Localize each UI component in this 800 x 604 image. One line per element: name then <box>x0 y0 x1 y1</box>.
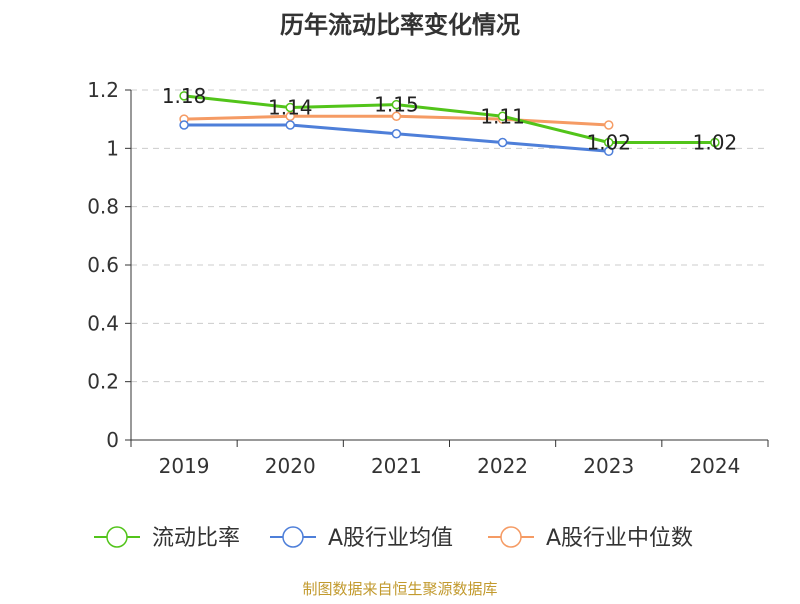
legend-item-0[interactable]: 流动比率 <box>94 526 240 551</box>
data-labels: 1.18 1.14 1.15 1.11 1.02 1.02 <box>162 84 737 155</box>
data-label: 1.18 <box>162 84 207 108</box>
y-tick-label: 0 <box>106 428 119 452</box>
data-label: 1.14 <box>268 96 313 120</box>
data-label: 1.02 <box>693 131 738 155</box>
legend-label: 流动比率 <box>152 526 240 551</box>
data-point[interactable] <box>391 129 402 139</box>
grid-lines <box>131 89 768 383</box>
legend-item-1[interactable]: A股行业均值 <box>270 526 453 551</box>
data-label: 1.02 <box>586 131 631 155</box>
data-label: 1.11 <box>480 104 525 128</box>
legend-marker <box>500 526 522 548</box>
data-point[interactable] <box>497 111 508 121</box>
data-point[interactable] <box>285 120 295 130</box>
data-label: 1.15 <box>374 93 419 117</box>
data-point[interactable] <box>604 137 614 148</box>
data-point[interactable] <box>710 137 720 148</box>
legend-marker <box>106 526 128 548</box>
y-tick-label: 0.6 <box>87 253 119 277</box>
x-tick-label: 2023 <box>583 454 634 478</box>
source-note: 制图数据来自恒生聚源数据库 <box>302 580 497 598</box>
y-tick-label: 0.2 <box>87 370 119 394</box>
y-tick-label: 0.8 <box>87 195 119 219</box>
data-point[interactable] <box>391 111 402 121</box>
axes: 0 0.2 0.4 0.6 0.8 1 1.2 2019 2020 2021 2022 2023 202… <box>87 78 769 478</box>
series-line-0 <box>183 94 715 144</box>
y-tick-label: 0.4 <box>87 311 119 335</box>
x-tick-label: 2021 <box>371 454 422 478</box>
legend-item-2[interactable]: A股行业中位数 <box>488 526 693 551</box>
y-tick-label: 1.2 <box>87 78 119 102</box>
x-tick-label: 2022 <box>477 454 528 478</box>
legend: 流动比率 A股行业均值 A股行业中位数 <box>94 526 693 551</box>
x-tick-label: 2024 <box>689 454 740 478</box>
legend-label: A股行业均值 <box>328 526 453 551</box>
legend-label: A股行业中位数 <box>546 526 693 551</box>
x-tick-label: 2019 <box>159 454 210 478</box>
data-point[interactable] <box>179 120 189 130</box>
y-tick-label: 1 <box>106 136 119 160</box>
data-point[interactable] <box>179 91 189 101</box>
legend-marker <box>282 526 304 548</box>
chart-title: 历年流动比率变化情况 <box>280 11 520 39</box>
series-lines <box>179 91 720 156</box>
data-point[interactable] <box>391 99 402 110</box>
data-point[interactable] <box>497 137 508 148</box>
data-point[interactable] <box>604 120 614 130</box>
data-point[interactable] <box>285 102 295 113</box>
x-tick-label: 2020 <box>265 454 316 478</box>
